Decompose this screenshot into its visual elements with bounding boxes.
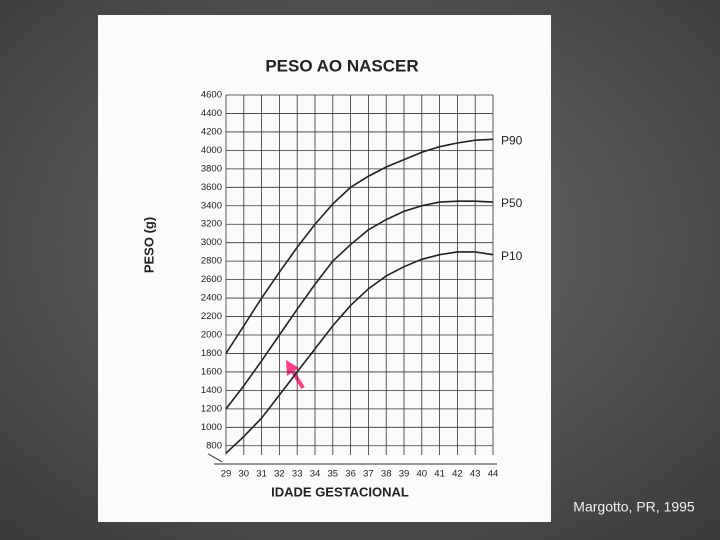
- y-tick-label: 2200: [201, 311, 222, 322]
- chart-title: PESO AO NASCER: [265, 56, 418, 75]
- x-tick-label: 40: [417, 469, 428, 480]
- x-tick-label: 33: [292, 469, 303, 480]
- y-tick-label: 1400: [201, 385, 222, 396]
- y-tick-label: 3400: [201, 200, 222, 211]
- y-tick-label: 1800: [201, 348, 222, 359]
- y-tick-label: 2600: [201, 274, 222, 285]
- series-line: [225, 138, 494, 354]
- y-tick-label: 4000: [201, 145, 222, 156]
- y-tick-label: 3800: [201, 163, 222, 174]
- series-label: P50: [501, 196, 523, 210]
- x-tick-label: 44: [488, 469, 499, 480]
- x-tick-label: 42: [452, 469, 463, 480]
- y-tick-label: 1200: [201, 403, 222, 414]
- plot: 800 1000 1200 1400 1600 1800 2000 2200 2400 2600 2…: [201, 90, 523, 480]
- x-tick-label: 31: [256, 469, 267, 480]
- x-tick-label: 37: [363, 469, 374, 480]
- y-tick-label: 2800: [201, 256, 222, 267]
- x-tick-label: 43: [470, 469, 481, 480]
- y-tick-label: 3600: [201, 182, 222, 193]
- credit: Margotto, PR, 1995: [573, 499, 695, 515]
- y-tick-label: 3200: [201, 219, 222, 230]
- y-tick-label: 1000: [201, 422, 222, 433]
- x-tick-label: 39: [399, 469, 410, 480]
- x-tick-label: 36: [345, 469, 356, 480]
- x-tick-label: 41: [434, 469, 445, 480]
- y-tick-label: 2000: [201, 330, 222, 341]
- x-tick-label: 38: [381, 469, 392, 480]
- y-tick-label: 2400: [201, 293, 222, 304]
- x-tick-label: 30: [239, 469, 250, 480]
- x-tick-label: 34: [310, 469, 321, 480]
- x-tick-label: 35: [328, 469, 339, 480]
- axis-break: [207, 453, 223, 463]
- y-tick-label: 4200: [201, 126, 222, 137]
- series-line: [225, 200, 494, 410]
- series-label: P90: [501, 133, 523, 147]
- series-label: P10: [501, 249, 523, 263]
- y-tick-label: 800: [206, 440, 222, 451]
- y-tick-label: 1600: [201, 366, 222, 377]
- series-line: [225, 251, 494, 454]
- y-tick-label: 4400: [201, 108, 222, 119]
- y-tick-label: 4600: [201, 90, 222, 101]
- x-tick-label: 29: [221, 469, 232, 480]
- y-tick-label: 3000: [201, 237, 222, 248]
- y-axis-label: PESO (g): [141, 217, 156, 273]
- x-axis-label: IDADE GESTACIONAL: [271, 484, 409, 499]
- x-tick-label: 32: [274, 469, 285, 480]
